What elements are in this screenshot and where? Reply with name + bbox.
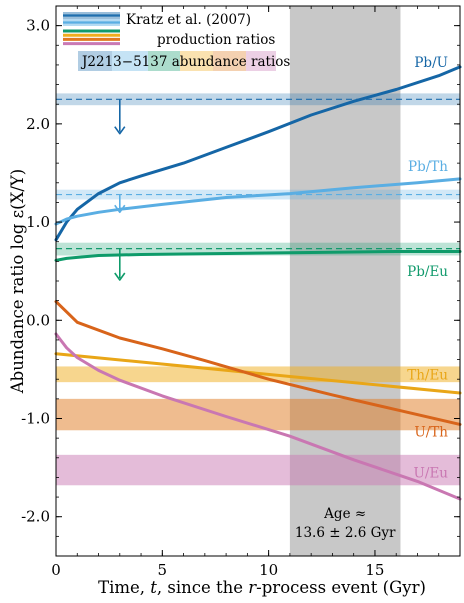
legend-star-swatch-3 xyxy=(180,51,213,71)
x-tick-label-1: 5 xyxy=(158,561,168,579)
age-label-line1: Age ≈ xyxy=(323,506,366,522)
series-line-5 xyxy=(54,332,462,501)
x-axis-label-part: r xyxy=(248,578,257,597)
series-label-4: U/Th xyxy=(414,424,448,440)
legend-production-text: production ratios xyxy=(157,32,275,48)
star-band-2 xyxy=(56,454,460,486)
limit-arrow-head-0 xyxy=(114,126,126,135)
series-label-1: Pb/Th xyxy=(408,159,448,175)
x-axis-label-part: -process event (Gyr) xyxy=(256,578,426,597)
limit-arrow-head-2 xyxy=(114,272,126,281)
legend-star-text: J2213−5137 abundance ratios xyxy=(80,54,290,70)
y-axis-label: Abundance ratio log ε(X/Y) xyxy=(8,169,27,394)
series-label-0: Pb/U xyxy=(414,55,448,71)
y-tick-label-3: 0.0 xyxy=(26,311,50,329)
legend-star-swatch-0 xyxy=(78,51,112,71)
x-tick-label-2: 10 xyxy=(259,561,278,579)
series-label-2: Pb/Eu xyxy=(407,264,448,280)
series-label-3: Th/Eu xyxy=(407,367,448,383)
y-tick-label-4: -1.0 xyxy=(21,410,50,428)
limit-arrow-head-1 xyxy=(114,204,126,214)
legend-kratz-text: Kratz et al. (2007) xyxy=(126,12,251,28)
x-axis-label-part: , since the xyxy=(157,578,248,597)
x-tick-label-0: 0 xyxy=(51,561,61,579)
series-line-1 xyxy=(54,177,462,226)
series-label-5: U/Eu xyxy=(414,466,449,482)
y-tick-label-2: 1.0 xyxy=(26,213,50,231)
legend-star-swatch-4 xyxy=(213,51,246,71)
series-line-0 xyxy=(54,65,462,242)
x-tick-label-3: 15 xyxy=(365,561,384,579)
series-line-3 xyxy=(54,352,462,395)
legend-star-swatch-2 xyxy=(148,51,180,71)
y-tick-label-5: -2.0 xyxy=(21,508,50,526)
legend-star-swatch-1 xyxy=(112,51,148,71)
x-axis-label-part: Time, xyxy=(98,578,150,597)
series-line-2 xyxy=(54,250,462,262)
legend-star-swatch-5 xyxy=(246,51,276,71)
series-line-4 xyxy=(54,300,462,426)
x-axis-label-part: t xyxy=(150,578,157,597)
y-tick-label-0: 3.0 xyxy=(26,17,50,35)
x-axis-label: Time, t, since the r-process event (Gyr) xyxy=(98,578,426,597)
y-tick-label-1: 2.0 xyxy=(26,115,50,133)
age-label-line2: 13.6 ± 2.6 Gyr xyxy=(295,525,396,541)
